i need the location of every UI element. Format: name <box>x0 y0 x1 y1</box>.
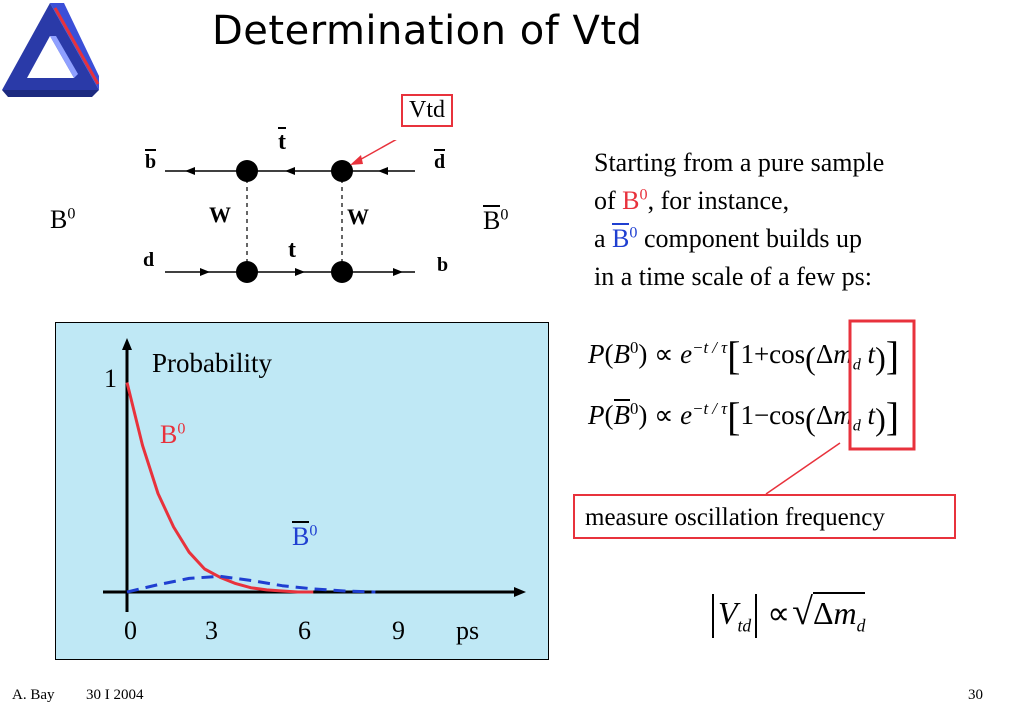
series-line-b0bar <box>126 574 376 594</box>
left-meson-label: B0 <box>50 205 76 234</box>
description-line-1: Starting from a pure sample <box>594 148 885 177</box>
equation-b0bar: P(B0) ∝ e−t / τ[1−cos(Δmd t)] <box>588 394 900 439</box>
description-line-3: a B0 component builds up <box>594 223 863 253</box>
footer-date: 30 I 2004 <box>86 687 144 703</box>
slide-title: Determination of Vtd <box>212 8 643 54</box>
probability-chart <box>103 338 526 612</box>
vtd-label: Vtd <box>409 97 445 123</box>
w-right-label: W <box>347 204 369 229</box>
x-tick-6: 6 <box>298 616 311 645</box>
highlight-overlay <box>765 319 916 495</box>
bottom-left-quark: d <box>143 249 155 271</box>
w-left-label: W <box>209 202 231 227</box>
page-number: 30 <box>968 687 983 703</box>
description: Starting from a pure sample of B0, for i… <box>594 144 884 296</box>
box-diagram <box>165 140 415 283</box>
x-unit-label: ps <box>456 616 480 645</box>
b0-red-label: B0 <box>622 186 648 215</box>
series-line-b0 <box>125 382 314 594</box>
series-label-b0bar: B0 <box>292 521 318 551</box>
measure-callout-text: measure oscillation frequency <box>585 504 885 531</box>
series-label-b0: B0 <box>160 420 186 449</box>
y-tick-1: 1 <box>104 364 117 393</box>
y-axis-arrow <box>122 338 132 350</box>
x-tick-3: 3 <box>205 616 218 645</box>
bottom-mid-quark: t <box>288 237 296 263</box>
vtd-relation: Vtd ∝√Δmd <box>712 590 866 638</box>
x-tick-0: 0 <box>124 616 137 645</box>
description-line-2: of B0, for instance, <box>594 186 790 215</box>
b0bar-blue-label: B0 <box>612 223 638 253</box>
vtd-callout: Vtd <box>401 94 453 127</box>
bottom-right-quark: b <box>437 254 449 276</box>
description-line-4: in a time scale of a few ps: <box>594 262 872 291</box>
logo <box>2 3 100 97</box>
top-right-quark: d <box>434 149 446 173</box>
measure-callout: measure oscillation frequency <box>573 494 956 539</box>
footer-author: A. Bay <box>12 687 55 703</box>
x-tick-9: 9 <box>392 616 405 645</box>
right-meson-label: B0 <box>483 205 509 235</box>
plot-panel <box>55 322 549 660</box>
top-left-quark: b <box>145 149 157 173</box>
chart-ylabel: Probability <box>152 348 272 378</box>
x-axis-arrow <box>514 587 526 597</box>
top-mid-quark: t <box>278 127 286 155</box>
equation-b0: P(B0) ∝ e−t / τ[1+cos(Δmd t)] <box>588 333 900 378</box>
